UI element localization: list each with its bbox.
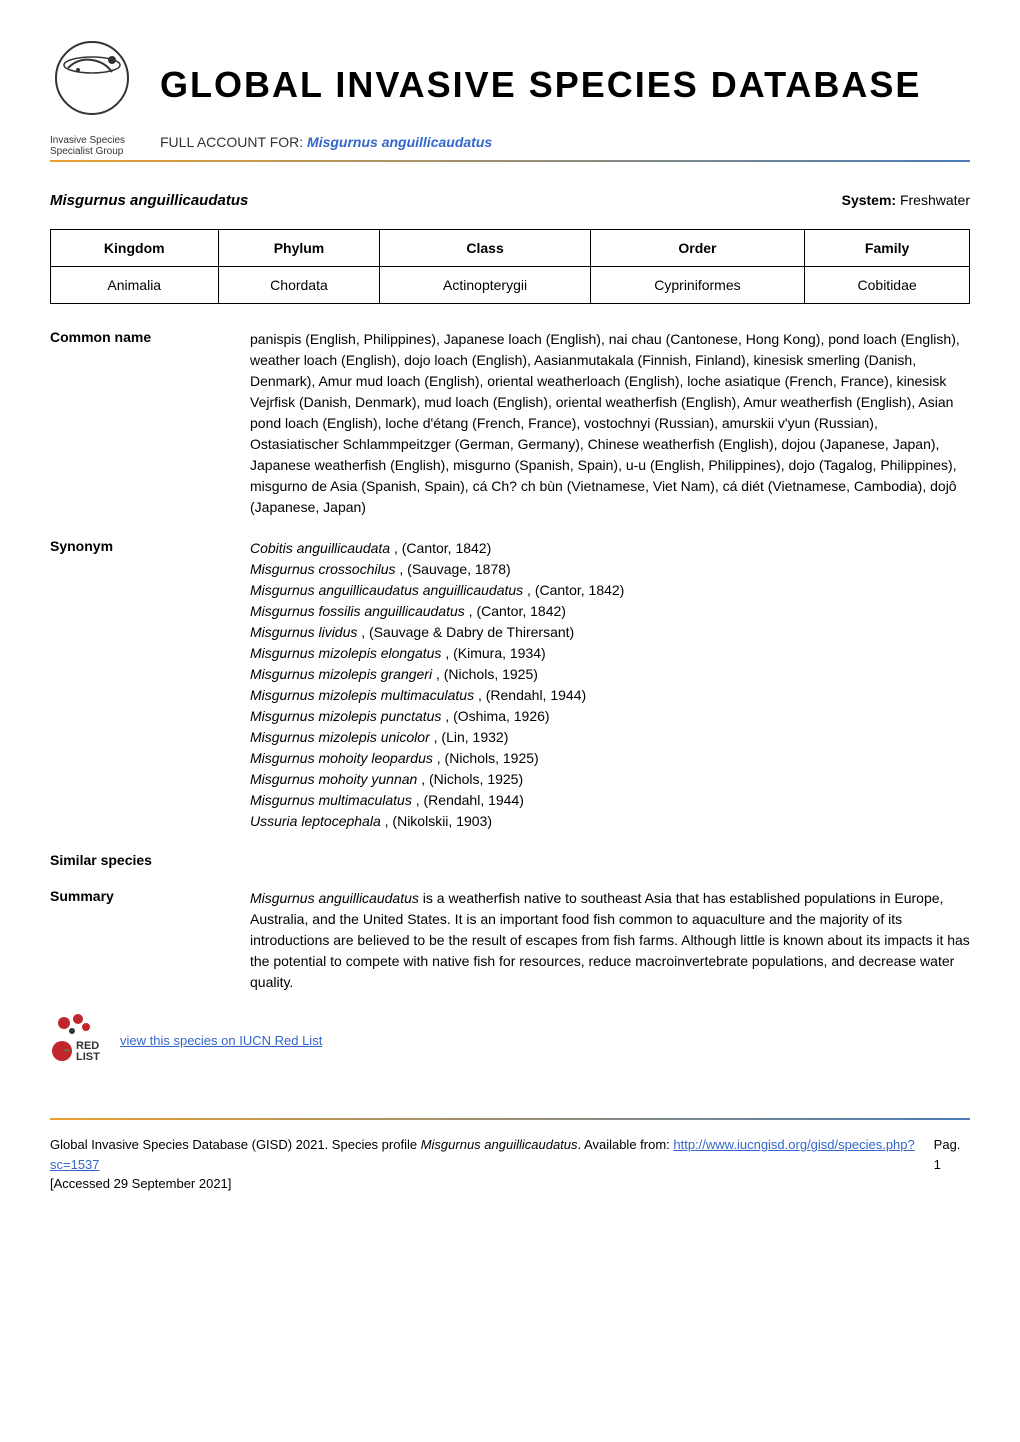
section-label: Summary [50, 888, 250, 904]
synonym-item: Misgurnus anguillicaudatus anguillicauda… [250, 580, 970, 601]
footer-content: Global Invasive Species Database (GISD) … [50, 1135, 970, 1194]
table-row: Animalia Chordata Actinopterygii Cyprini… [51, 267, 970, 304]
system-label: System: Freshwater [842, 192, 970, 209]
synonym-item: Ussuria leptocephala , (Nikolskii, 1903) [250, 811, 970, 832]
synonym-item: Misgurnus mizolepis multimaculatus , (Re… [250, 685, 970, 706]
table-cell: Chordata [218, 267, 380, 304]
section-content: panispis (English, Philippines), Japanes… [250, 329, 970, 518]
table-header-row: Kingdom Phylum Class Order Family [51, 230, 970, 267]
svg-text:LIST: LIST [76, 1051, 100, 1063]
synonym-section: Synonym Cobitis anguillicaudata , (Canto… [50, 538, 970, 832]
header-divider [50, 160, 970, 162]
table-header: Phylum [218, 230, 380, 267]
footer-divider [50, 1118, 970, 1120]
species-name: Misgurnus anguillicaudatus [50, 192, 248, 209]
main-title: GLOBAL INVASIVE SPECIES DATABASE [160, 64, 921, 106]
subtitle: FULL ACCOUNT FOR: Misgurnus anguillicaud… [160, 134, 970, 150]
table-header: Order [590, 230, 804, 267]
section-label: Common name [50, 329, 250, 345]
synonym-item: Misgurnus multimaculatus , (Rendahl, 194… [250, 790, 970, 811]
synonym-list: Cobitis anguillicaudata , (Cantor, 1842)… [250, 538, 970, 832]
synonym-item: Misgurnus mohoity leopardus , (Nichols, … [250, 748, 970, 769]
page-header: Invasive Species Specialist Group GLOBAL… [50, 40, 970, 130]
summary-section: Summary Misgurnus anguillicaudatus is a … [50, 888, 970, 993]
page-number: Pag. 1 [934, 1135, 970, 1194]
table-header: Family [805, 230, 970, 267]
table-header: Kingdom [51, 230, 219, 267]
synonym-item: Misgurnus mizolepis unicolor , (Lin, 193… [250, 727, 970, 748]
similar-species-section: Similar species [50, 852, 970, 868]
synonym-item: Misgurnus mizolepis elongatus , (Kimura,… [250, 643, 970, 664]
synonym-item: Misgurnus crossochilus , (Sauvage, 1878) [250, 559, 970, 580]
logo-text: Invasive Species Specialist Group [50, 135, 140, 157]
section-content: Misgurnus anguillicaudatus is a weatherf… [250, 888, 970, 993]
species-header-row: Misgurnus anguillicaudatus System: Fresh… [50, 192, 970, 209]
summary-species: Misgurnus anguillicaudatus [250, 890, 419, 906]
section-label: Similar species [50, 852, 250, 868]
table-cell: Cobitidae [805, 267, 970, 304]
table-cell: Actinopterygii [380, 267, 590, 304]
synonym-item: Cobitis anguillicaudata , (Cantor, 1842) [250, 538, 970, 559]
page-footer: Global Invasive Species Database (GISD) … [50, 1118, 970, 1194]
redlist-row: RED LIST view this species on IUCN Red L… [50, 1013, 970, 1068]
footer-citation: Global Invasive Species Database (GISD) … [50, 1135, 934, 1194]
synonym-item: Misgurnus lividus , (Sauvage & Dabry de … [250, 622, 970, 643]
table-header: Class [380, 230, 590, 267]
redlist-link[interactable]: view this species on IUCN Red List [120, 1033, 322, 1048]
synonym-item: Misgurnus mizolepis grangeri , (Nichols,… [250, 664, 970, 685]
redlist-icon: RED LIST [50, 1013, 105, 1068]
subtitle-species: Misgurnus anguillicaudatus [307, 134, 492, 150]
table-cell: Cypriniformes [590, 267, 804, 304]
issg-logo: Invasive Species Specialist Group [50, 40, 140, 130]
synonym-item: Misgurnus mohoity yunnan , (Nichols, 192… [250, 769, 970, 790]
section-label: Synonym [50, 538, 250, 554]
synonym-item: Misgurnus fossilis anguillicaudatus , (C… [250, 601, 970, 622]
table-cell: Animalia [51, 267, 219, 304]
common-name-section: Common name panispis (English, Philippin… [50, 329, 970, 518]
taxonomy-table: Kingdom Phylum Class Order Family Animal… [50, 229, 970, 304]
synonym-item: Misgurnus mizolepis punctatus , (Oshima,… [250, 706, 970, 727]
